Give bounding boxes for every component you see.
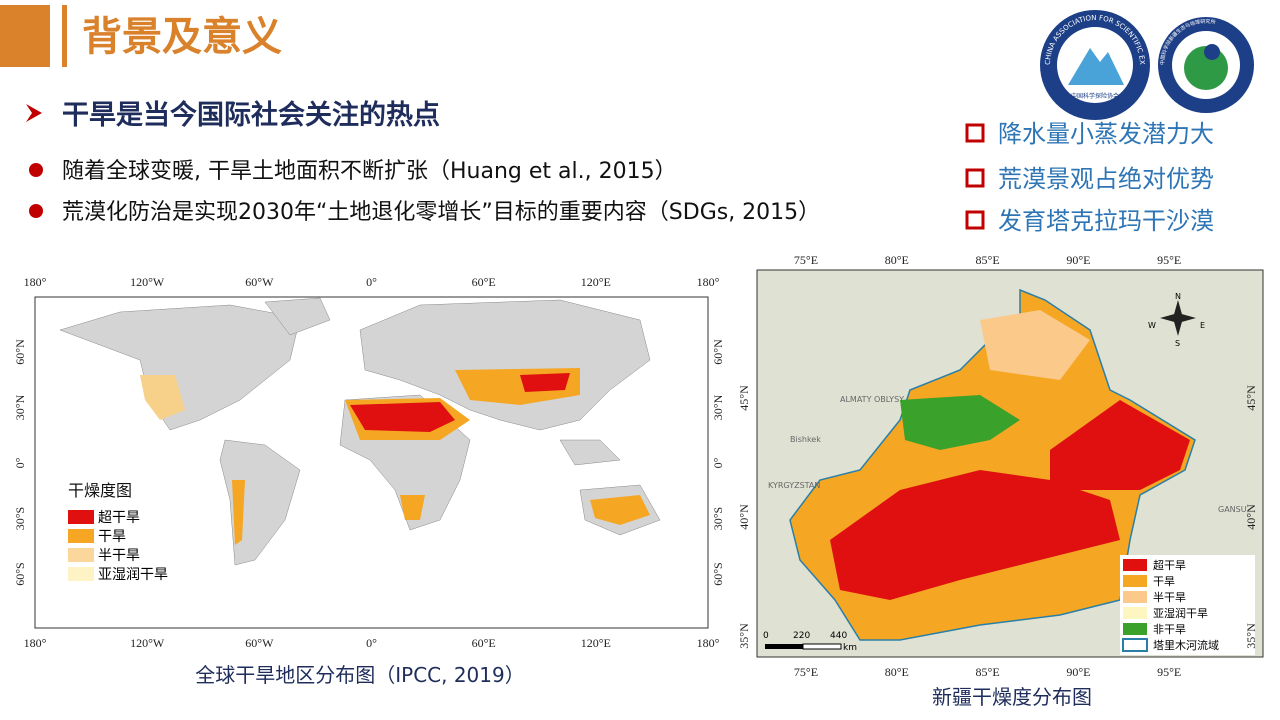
bullet-text: 荒漠化防治是实现2030年“土地退化零增长”目标的重要内容（SDGs, 2015… <box>62 200 820 225</box>
highlight-list: 降水量小蒸发潜力大 荒漠景观占绝对优势 发育塔克拉玛干沙漠 <box>965 120 1214 235</box>
compass: N S E W <box>1148 292 1205 348</box>
compass-label: W <box>1148 321 1156 330</box>
lat-label: 30°N <box>711 394 725 420</box>
map-legend: 超干旱 干旱 半干旱 亚湿润干旱 非干旱 塔里木河流域 <box>1120 555 1255 655</box>
logo-text: 中国科学探险协会 <box>1071 92 1119 100</box>
compass-label: N <box>1175 292 1181 301</box>
legend-label: 干旱 <box>98 529 126 545</box>
lon-label: 95°E <box>1157 665 1181 679</box>
legend-title: 干燥度图 <box>68 481 132 500</box>
bullet-dot <box>29 204 43 218</box>
lon-label: 0° <box>366 275 377 289</box>
lat-label: 60°S <box>13 562 27 585</box>
header-divider <box>62 5 67 67</box>
lon-label: 120°E <box>581 636 611 650</box>
lon-label: 60°E <box>472 636 496 650</box>
map-legend: 干燥度图 超干旱 干旱 半干旱 亚湿润干旱 <box>68 481 168 583</box>
lat-label: 0° <box>711 457 725 468</box>
logo-2: 中国科学院新疆生态与地理研究所 <box>1158 17 1254 113</box>
lon-label: 90°E <box>1066 665 1090 679</box>
lon-label: 120°W <box>130 636 165 650</box>
scale-label: km <box>843 643 857 653</box>
legend-label: 超干旱 <box>98 510 140 526</box>
legend-label: 半干旱 <box>98 548 140 564</box>
place-name: GANSU <box>1218 505 1247 514</box>
xinjiang-hyperarid <box>1050 400 1190 490</box>
legend-label: 亚湿润干旱 <box>1153 606 1208 620</box>
lat-label: 30°N <box>13 394 27 420</box>
header-bar <box>0 5 50 67</box>
arrow-bullet <box>26 104 42 122</box>
highlight: 降水量小蒸发潜力大 <box>998 120 1214 148</box>
lat-label: 30°S <box>13 507 27 530</box>
place-names: ALMATY OBLYSY Bishkek KYRGYZSTAN GANSU <box>768 395 1247 514</box>
lon-label: 85°E <box>976 665 1000 679</box>
lon-label: 75°E <box>794 253 818 267</box>
lon-label: 75°E <box>794 665 818 679</box>
lat-label: 60°N <box>711 339 725 365</box>
lon-label: 80°E <box>885 253 909 267</box>
legend-label: 干旱 <box>1153 575 1175 588</box>
legend-label: 塔里木河流域 <box>1153 638 1219 652</box>
xinjiang-map: ALMATY OBLYSY Bishkek KYRGYZSTAN GANSU N… <box>756 269 1264 709</box>
lon-label: 80°E <box>885 665 909 679</box>
place-name: KYRGYZSTAN <box>768 481 820 490</box>
xinjiang-nonarid <box>900 395 1020 450</box>
highlight: 发育塔克拉玛干沙漠 <box>998 207 1214 235</box>
global-map: 干燥度图 超干旱 干旱 半干旱 亚湿润干旱 全球干旱地区分布图（IPCC, 20… <box>34 296 709 687</box>
lon-label: 180° <box>697 275 720 289</box>
compass-label: S <box>1175 339 1180 348</box>
lat-label: 60°S <box>711 562 725 585</box>
place-name: ALMATY OBLYSY <box>840 395 904 404</box>
header-title: 背景及意义 <box>82 14 282 60</box>
lat-label: 60°N <box>13 339 27 365</box>
lat-label: 40°N <box>737 504 751 530</box>
legend-label: 超干旱 <box>1153 558 1186 572</box>
scale-label: 440 <box>830 631 847 641</box>
legend-label: 半干旱 <box>1153 590 1186 604</box>
lon-label: 180° <box>24 636 47 650</box>
heading: 干旱是当今国际社会关注的热点 <box>62 99 440 131</box>
scale-label: 220 <box>793 631 810 641</box>
lon-label: 120°W <box>130 275 165 289</box>
highlight: 荒漠景观占绝对优势 <box>998 165 1214 193</box>
lon-label: 120°E <box>581 275 611 289</box>
lon-label: 180° <box>697 636 720 650</box>
map-caption: 全球干旱地区分布图（IPCC, 2019） <box>195 663 525 687</box>
scale-bar: 0 220 440 km <box>763 631 857 653</box>
legend-label: 亚湿润干旱 <box>98 567 168 583</box>
lon-label: 60°W <box>245 636 274 650</box>
lat-label: 30°S <box>711 507 725 530</box>
map-caption: 新疆干燥度分布图 <box>932 685 1092 709</box>
place-name: Bishkek <box>790 435 821 444</box>
lon-label: 60°E <box>472 275 496 289</box>
bullet-dot <box>29 163 43 177</box>
scale-label: 0 <box>763 631 769 641</box>
lon-label: 180° <box>24 275 47 289</box>
lon-label: 85°E <box>976 253 1000 267</box>
bullet-text: 随着全球变暖, 干旱土地面积不断扩张（Huang et al., 2015） <box>62 159 677 184</box>
lat-label: 0° <box>13 457 27 468</box>
lon-label: 90°E <box>1066 253 1090 267</box>
lon-label: 60°W <box>245 275 274 289</box>
lat-label: 45°N <box>1244 385 1258 411</box>
lat-label: 35°N <box>1244 623 1258 649</box>
compass-label: E <box>1200 321 1205 330</box>
xinjiang-hyperarid <box>830 470 1120 600</box>
lon-label: 0° <box>366 636 377 650</box>
lon-label: 95°E <box>1157 253 1181 267</box>
lat-label: 35°N <box>737 623 751 649</box>
lat-label: 40°N <box>1244 504 1258 530</box>
legend-label: 非干旱 <box>1153 623 1186 636</box>
lat-label: 45°N <box>737 385 751 411</box>
